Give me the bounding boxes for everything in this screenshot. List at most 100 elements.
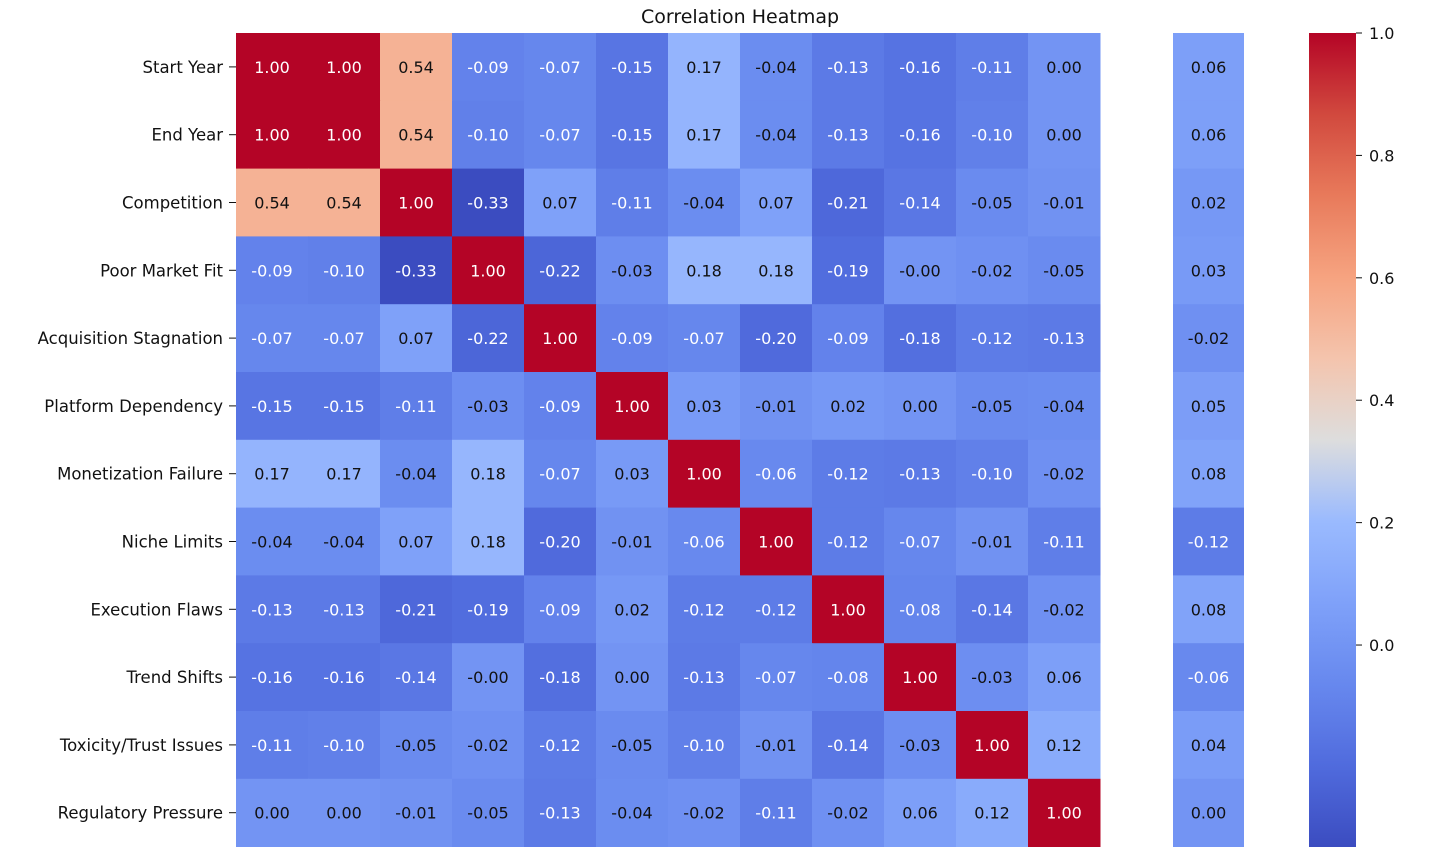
cell-value-label: -0.12 bbox=[827, 533, 868, 552]
cell-value-label: 0.07 bbox=[542, 194, 578, 213]
heatmap-cell bbox=[668, 168, 741, 237]
heatmap-cell bbox=[452, 33, 525, 102]
cell-value-label: -0.07 bbox=[539, 465, 580, 484]
cell-value-label: -0.02 bbox=[827, 804, 868, 823]
heatmap-cell bbox=[1028, 100, 1101, 170]
cell-value-label: -0.05 bbox=[1043, 261, 1084, 280]
cell-value-label: -0.21 bbox=[827, 194, 868, 213]
cell-value-label: 1.00 bbox=[542, 329, 578, 348]
cell-value-label: -0.09 bbox=[539, 600, 580, 619]
extra-cell-value-label: -0.12 bbox=[1188, 533, 1229, 552]
heatmap-cell bbox=[740, 33, 813, 102]
cell-value-label: -0.14 bbox=[899, 194, 940, 213]
cell-value-label: -0.03 bbox=[467, 397, 508, 416]
heatmap-cell bbox=[236, 33, 309, 102]
heatmap-cell bbox=[956, 439, 1029, 509]
colorbar-tick-label: 1.0 bbox=[1369, 24, 1394, 43]
cell-value-label: 0.02 bbox=[614, 600, 650, 619]
heatmap-cell bbox=[1028, 168, 1101, 237]
row-label: Poor Market Fit bbox=[100, 261, 223, 280]
heatmap-cell bbox=[956, 236, 1029, 305]
heatmap-cell bbox=[668, 778, 741, 847]
cell-value-label: -0.02 bbox=[1043, 600, 1084, 619]
heatmap-cell bbox=[1028, 711, 1101, 780]
cell-value-label: -0.10 bbox=[971, 465, 1012, 484]
cell-value-label: -0.10 bbox=[683, 736, 724, 755]
cell-value-label: 1.00 bbox=[470, 261, 506, 280]
cell-value-label: -0.20 bbox=[539, 533, 580, 552]
heatmap-cell bbox=[956, 168, 1029, 237]
heatmap-cell bbox=[740, 100, 813, 170]
heatmap-cell bbox=[596, 778, 669, 847]
heatmap-cell bbox=[668, 507, 741, 576]
heatmap-cell bbox=[380, 711, 453, 780]
cell-value-label: 0.00 bbox=[614, 668, 650, 687]
cell-value-label: -0.33 bbox=[395, 261, 436, 280]
cell-value-label: -0.16 bbox=[899, 126, 940, 145]
cell-value-label: 0.18 bbox=[686, 261, 722, 280]
heatmap-cell bbox=[524, 236, 597, 305]
cell-value-label: -0.01 bbox=[611, 533, 652, 552]
cell-value-label: -0.01 bbox=[395, 804, 436, 823]
heatmap-cell bbox=[452, 643, 525, 712]
heatmap-cell bbox=[596, 168, 669, 237]
cell-value-label: 0.54 bbox=[326, 194, 362, 213]
heatmap-cell bbox=[740, 168, 813, 237]
heatmap-cell bbox=[308, 33, 381, 102]
extra-cell-value-label: 0.03 bbox=[1191, 261, 1227, 280]
cell-value-label: -0.16 bbox=[323, 668, 364, 687]
heatmap-cell bbox=[1028, 236, 1101, 305]
heatmap-cell bbox=[668, 711, 741, 780]
heatmap-cell bbox=[524, 33, 597, 102]
heatmap-cell bbox=[956, 100, 1029, 170]
heatmap-cell bbox=[812, 33, 885, 102]
heatmap-cell bbox=[884, 236, 957, 305]
heatmap-cells: 1.00 1.00 0.54 -0.09 -0.07 -0.15 0.17 -0.04 -0.1… bbox=[236, 33, 1101, 847]
heatmap-cell bbox=[1028, 33, 1101, 102]
row-label: Trend Shifts bbox=[125, 668, 223, 687]
heatmap-cell bbox=[380, 304, 453, 373]
cell-value-label: -0.09 bbox=[467, 58, 508, 77]
cell-value-label: -0.13 bbox=[899, 465, 940, 484]
cell-value-label: -0.05 bbox=[971, 194, 1012, 213]
cell-value-label: -0.03 bbox=[971, 668, 1012, 687]
extra-cell bbox=[1173, 33, 1244, 102]
cell-value-label: -0.09 bbox=[251, 261, 292, 280]
heatmap-cell bbox=[740, 236, 813, 305]
heatmap-cell bbox=[740, 575, 813, 644]
heatmap-cell bbox=[236, 439, 309, 509]
cell-value-label: 1.00 bbox=[758, 533, 794, 552]
cell-value-label: -0.15 bbox=[611, 58, 652, 77]
heatmap-cell bbox=[956, 778, 1029, 847]
extra-cell-value-label: 0.06 bbox=[1191, 126, 1227, 145]
heatmap-cell bbox=[596, 711, 669, 780]
cell-value-label: -0.03 bbox=[611, 261, 652, 280]
cell-value-label: -0.10 bbox=[323, 736, 364, 755]
heatmap-cell bbox=[884, 643, 957, 712]
heatmap-cell bbox=[596, 236, 669, 305]
heatmap-cell bbox=[308, 236, 381, 305]
cell-value-label: 1.00 bbox=[398, 194, 434, 213]
cell-value-label: -0.21 bbox=[395, 600, 436, 619]
colorbar-tick-label: 0.0 bbox=[1369, 636, 1394, 655]
heatmap-cell bbox=[380, 778, 453, 847]
cell-value-label: -0.13 bbox=[323, 600, 364, 619]
cell-value-label: -0.02 bbox=[683, 804, 724, 823]
heatmap-cell bbox=[812, 236, 885, 305]
cell-value-label: -0.14 bbox=[395, 668, 436, 687]
heatmap-cell bbox=[524, 100, 597, 170]
heatmap-cell bbox=[812, 439, 885, 509]
heatmap-cell bbox=[812, 507, 885, 576]
cell-value-label: -0.14 bbox=[827, 736, 868, 755]
cell-value-label: 0.07 bbox=[758, 194, 794, 213]
heatmap-cell bbox=[380, 372, 453, 441]
cell-value-label: -0.09 bbox=[539, 397, 580, 416]
heatmap-cell bbox=[308, 507, 381, 576]
cell-value-label: 0.17 bbox=[254, 465, 290, 484]
heatmap-cell bbox=[236, 304, 309, 373]
heatmap-cell bbox=[596, 575, 669, 644]
heatmap-cell bbox=[596, 439, 669, 509]
heatmap-cell bbox=[884, 507, 957, 576]
cell-value-label: -0.15 bbox=[323, 397, 364, 416]
